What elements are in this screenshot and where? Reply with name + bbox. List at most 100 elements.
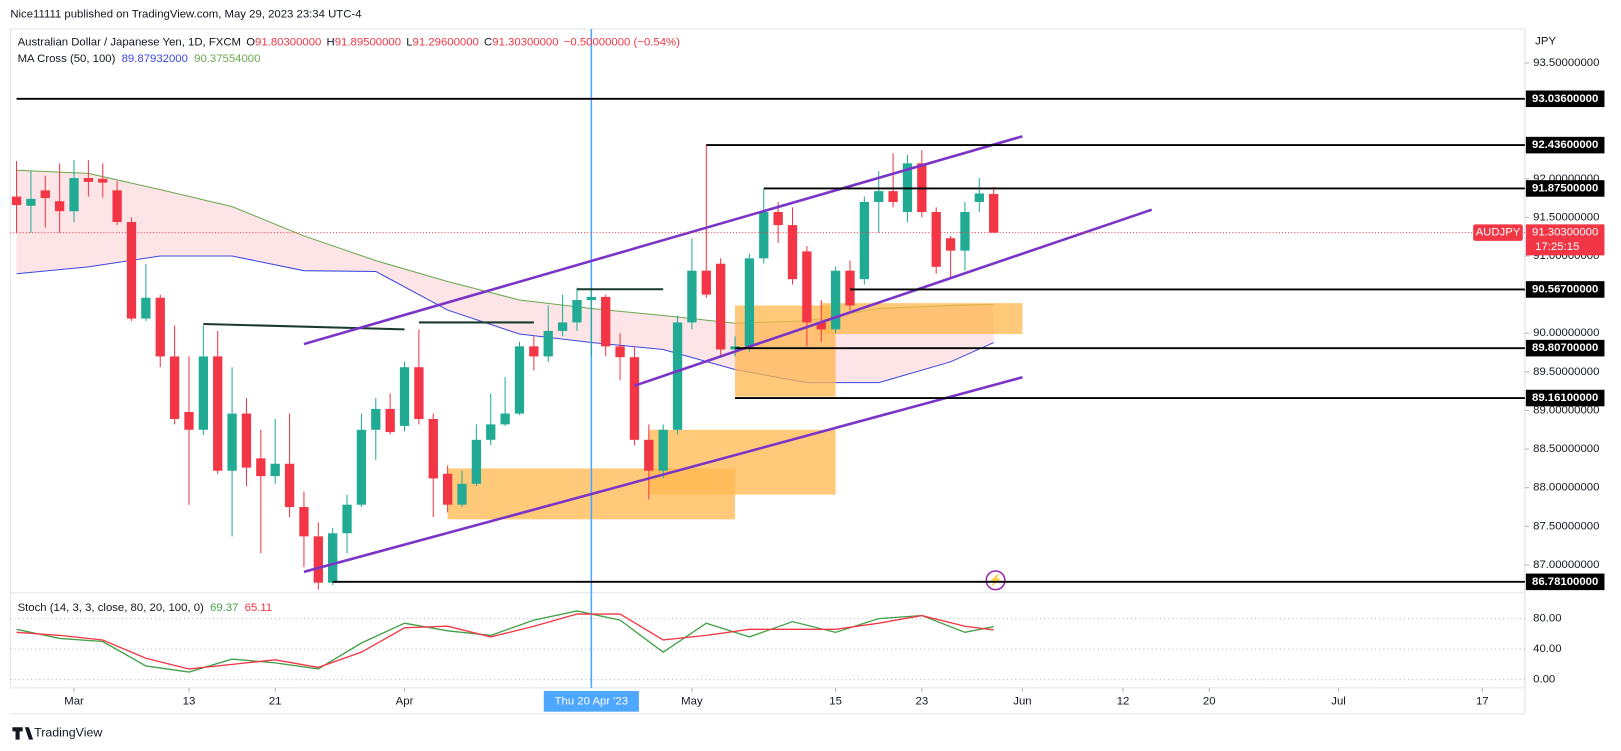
level-label: 92.43600000	[1532, 139, 1598, 151]
level-label-box	[1525, 281, 1605, 298]
legend-ohlc-key: H	[327, 36, 335, 48]
event-icon-glyph: ⚡	[988, 572, 1002, 586]
candle-body	[442, 473, 453, 505]
stoch-tick-label: 80.00	[1533, 613, 1561, 625]
candle-body	[126, 222, 137, 319]
candle-body	[399, 367, 410, 426]
level-label-box	[1525, 180, 1605, 197]
candle-body	[773, 211, 783, 226]
x-tick-label: Jun	[1013, 695, 1031, 707]
y-tick-label: 87.00000000	[1533, 559, 1599, 571]
candle-body	[371, 408, 381, 430]
stoch-line	[16, 613, 994, 670]
trendline	[303, 135, 1023, 346]
candle-body	[989, 194, 999, 233]
legend-ohlc-value: 91.30300000	[492, 36, 558, 48]
candle-body	[601, 296, 611, 347]
y-tick-label: 91.50000000	[1533, 211, 1599, 223]
candle-body	[184, 412, 194, 430]
currency-label: JPY	[1535, 35, 1556, 47]
level-label: 90.56700000	[1532, 283, 1598, 295]
candle-body	[687, 270, 697, 323]
x-tick-label: 12	[1117, 695, 1130, 707]
legend-ma: MA Cross (50, 100) 89.87932000 90.37554000	[18, 53, 261, 65]
x-tick-label: 17	[1476, 695, 1489, 707]
legend-ohlc-value: 91.80300000	[255, 36, 321, 48]
candle-body	[644, 439, 654, 471]
y-tick-label: 89.50000000	[1533, 366, 1599, 378]
candle-body	[155, 297, 165, 357]
legend-ohlc-key: L	[406, 36, 412, 48]
candle-body	[830, 270, 841, 330]
x-tick-label: 21	[269, 695, 282, 707]
candle-body	[557, 322, 568, 331]
event-icon[interactable]	[985, 570, 1006, 591]
candle-body	[83, 178, 94, 182]
last-price-label: 91.30300000	[1532, 227, 1598, 239]
stoch-label: Stoch (14, 3, 3, close, 80, 20, 100, 0)	[18, 602, 204, 614]
resistance-segment	[203, 322, 405, 331]
y-tick-label: 93.50000000	[1533, 57, 1599, 69]
candle-body	[802, 251, 812, 323]
candle-body	[586, 296, 596, 301]
candle-body	[342, 504, 352, 534]
candle-body	[414, 367, 424, 419]
candle-body	[241, 413, 252, 468]
candle-body	[672, 322, 683, 430]
candle-body	[385, 408, 395, 433]
legend-main: Australian Dollar / Japanese Yen, 1D, FX…	[18, 36, 681, 48]
publisher: Nice11111 published on TradingView.com, …	[10, 8, 361, 20]
footer-brand: TradingView	[34, 726, 102, 740]
legend-ohlc-value: 91.89500000	[335, 36, 401, 48]
candle-body	[514, 346, 525, 414]
candle-body	[11, 196, 22, 206]
candle-body	[529, 346, 539, 357]
candle-body	[328, 533, 338, 583]
candle-body	[471, 439, 482, 484]
trendline	[303, 376, 1023, 574]
ma-value: 89.87932000	[122, 53, 188, 65]
ma-label: MA Cross (50, 100)	[18, 53, 116, 65]
legend-change: −0.50000000 (−0.54%)	[564, 36, 680, 48]
symbol-box	[1473, 224, 1523, 241]
zone	[821, 303, 1023, 335]
logo	[12, 727, 34, 740]
candle-body	[859, 201, 870, 280]
crosshair-label: Thu 20 Apr '23	[555, 695, 629, 707]
candle-body	[629, 357, 640, 440]
candle-body	[960, 211, 970, 251]
candle-body	[945, 238, 956, 251]
candle-body	[299, 507, 309, 537]
level-label-box	[1525, 389, 1605, 407]
stoch-legend: Stoch (14, 3, 3, close, 80, 20, 100, 0) 6…	[18, 602, 273, 614]
candle-body	[69, 178, 79, 212]
candle-body	[227, 413, 237, 471]
level-label: 86.78100000	[1532, 576, 1598, 588]
stoch-k-value: 69.37	[210, 602, 238, 614]
candle-body	[313, 536, 323, 583]
candle-body	[457, 483, 467, 505]
candle-body	[931, 211, 941, 267]
x-tick-label: 23	[916, 695, 929, 707]
candle-body	[40, 190, 50, 199]
level-label: 89.80700000	[1532, 342, 1598, 354]
candle-body	[270, 463, 280, 477]
candle-body	[615, 346, 625, 358]
level-label: 91.87500000	[1532, 182, 1598, 194]
y-tick-label: 87.50000000	[1533, 520, 1599, 532]
candle-body	[787, 225, 798, 280]
candle-body	[256, 458, 266, 477]
x-tick-label: Apr	[396, 695, 414, 707]
candle-body	[543, 330, 553, 357]
crosshair-label-box	[543, 691, 639, 712]
legend-ohlc-value: 91.29600000	[413, 36, 479, 48]
last-price-box	[1525, 224, 1605, 256]
x-tick-label: 13	[183, 695, 196, 707]
candle-body	[572, 300, 582, 323]
x-tick-label: Mar	[64, 695, 84, 707]
trendline	[634, 208, 1153, 387]
candle-body	[845, 270, 855, 306]
stoch-tick-label: 0.00	[1533, 674, 1555, 686]
